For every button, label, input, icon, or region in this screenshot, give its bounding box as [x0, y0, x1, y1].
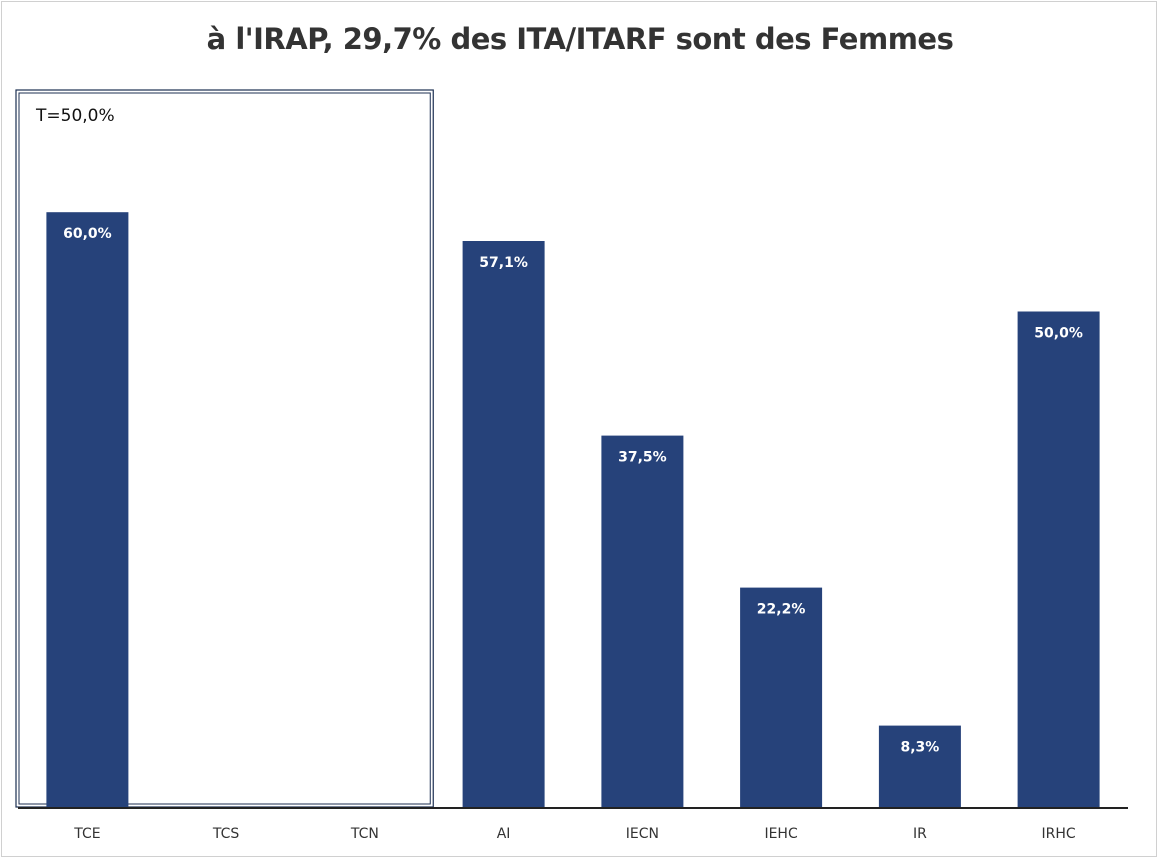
category-label-tcs: TCS [212, 826, 240, 842]
annotation-label: T=50,0% [35, 106, 115, 126]
category-label-iecn: IECN [626, 826, 659, 842]
bar-ir [878, 725, 961, 808]
category-label-iehc: IEHC [764, 826, 798, 842]
bar-iehc [740, 587, 823, 808]
category-label-tcn: TCN [350, 826, 379, 842]
value-label-ai: 57,1% [479, 255, 528, 271]
value-label-iecn: 37,5% [618, 450, 667, 466]
category-labels-group: TCE TCS TCN AI IECN IEHC IR IRHC [73, 826, 1076, 842]
bar-iecn [601, 435, 684, 808]
category-label-ir: IR [913, 826, 927, 842]
bars-group [46, 212, 1100, 808]
category-label-ai: AI [497, 826, 511, 842]
annotation-box-inner [18, 92, 431, 805]
category-label-tce: TCE [73, 826, 100, 842]
chart-title: à l'IRAP, 29,7% des ITA/ITARF sont des F… [206, 22, 954, 56]
category-label-irhc: IRHC [1042, 826, 1076, 842]
value-label-irhc: 50,0% [1034, 326, 1083, 342]
value-label-tce: 60,0% [63, 226, 112, 242]
bar-irhc [1017, 311, 1100, 808]
value-label-ir: 8,3% [900, 740, 939, 756]
bar-ai [462, 241, 545, 808]
value-labels-group: 60,0% 57,1% 37,5% 22,2% 8,3% 50,0% [63, 226, 1083, 755]
bar-tce [46, 212, 129, 808]
value-label-iehc: 22,2% [757, 602, 806, 618]
